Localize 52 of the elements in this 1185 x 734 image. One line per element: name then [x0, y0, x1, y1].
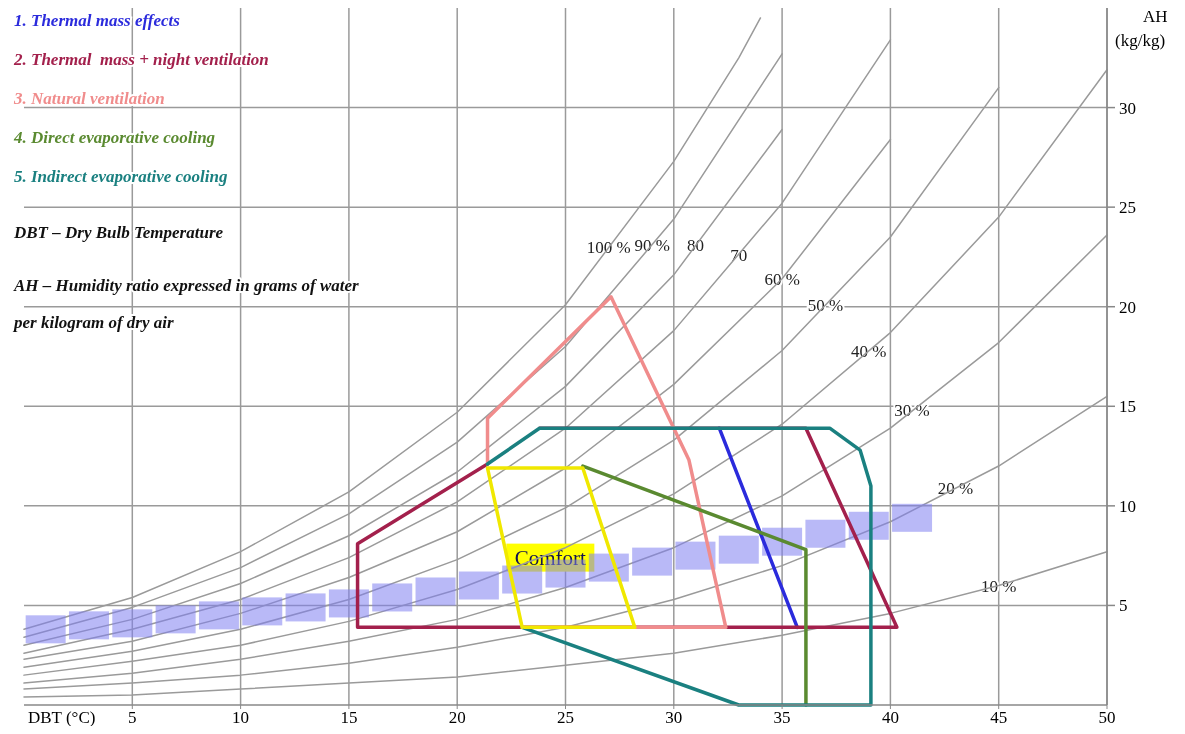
y-tick-label: 30 [1119, 98, 1136, 118]
point [372, 583, 413, 612]
annotation: 100 % [586, 237, 631, 257]
point [458, 571, 499, 600]
x-tick-label: 20 [448, 708, 466, 727]
text: 2. Thermal mass + night ventilation [13, 50, 269, 69]
y-axis-title: AH (kg/kg) [1115, 7, 1168, 50]
x-tick-label: 50 [1098, 708, 1116, 727]
point [242, 597, 283, 626]
y-tick-label: 20 [1119, 297, 1136, 317]
x-tick-label: 45 [990, 708, 1008, 727]
x-tick-label: 25 [557, 708, 574, 727]
point [718, 535, 759, 564]
annotation: 60 % [764, 269, 800, 289]
point [805, 519, 846, 548]
point [25, 615, 66, 644]
annotation: 80 [686, 235, 704, 255]
point [675, 541, 716, 570]
y-tick-label: 5 [1119, 596, 1128, 616]
y-tick-label: 15 [1119, 397, 1136, 417]
x-tick-label: 15 [340, 708, 358, 727]
point [502, 565, 543, 594]
x-tick-label: 35 [773, 708, 791, 727]
annotation: 50 % [807, 295, 844, 315]
annotation: 20 % [937, 478, 974, 498]
point [285, 593, 326, 622]
x-tick-label: 30 [665, 708, 683, 727]
text: 5. Indirect evaporative cooling [14, 167, 228, 186]
point [415, 577, 456, 606]
x-tick-label: 40 [881, 708, 899, 727]
y-tick-label: 10 [1119, 496, 1136, 516]
annotation: 90 % [634, 235, 670, 255]
annotation: 40 % [851, 341, 887, 361]
point [68, 611, 109, 640]
annotation: 10 % [980, 576, 1017, 596]
point [892, 503, 933, 532]
text: 4. Direct evaporative cooling [13, 128, 216, 147]
x-axis-title: DBT (°C) [28, 708, 96, 727]
point [328, 589, 369, 618]
annotation: DBT – Dry Bulb Temperature [13, 223, 224, 242]
point [632, 547, 673, 576]
point [112, 609, 153, 638]
annotation: AH – Humidity ratio expressed in grams of water per kilogram of dry air [12, 276, 360, 332]
point [155, 605, 196, 634]
y-tick-label: 25 [1119, 198, 1136, 218]
point [588, 553, 629, 582]
point [198, 601, 239, 630]
x-tick-label: 5 [128, 708, 137, 727]
x-tick-label: 10 [232, 708, 250, 727]
text: 1. Thermal mass effects [14, 11, 181, 30]
annotation: 70 [730, 245, 748, 265]
line-series [485, 426, 873, 707]
